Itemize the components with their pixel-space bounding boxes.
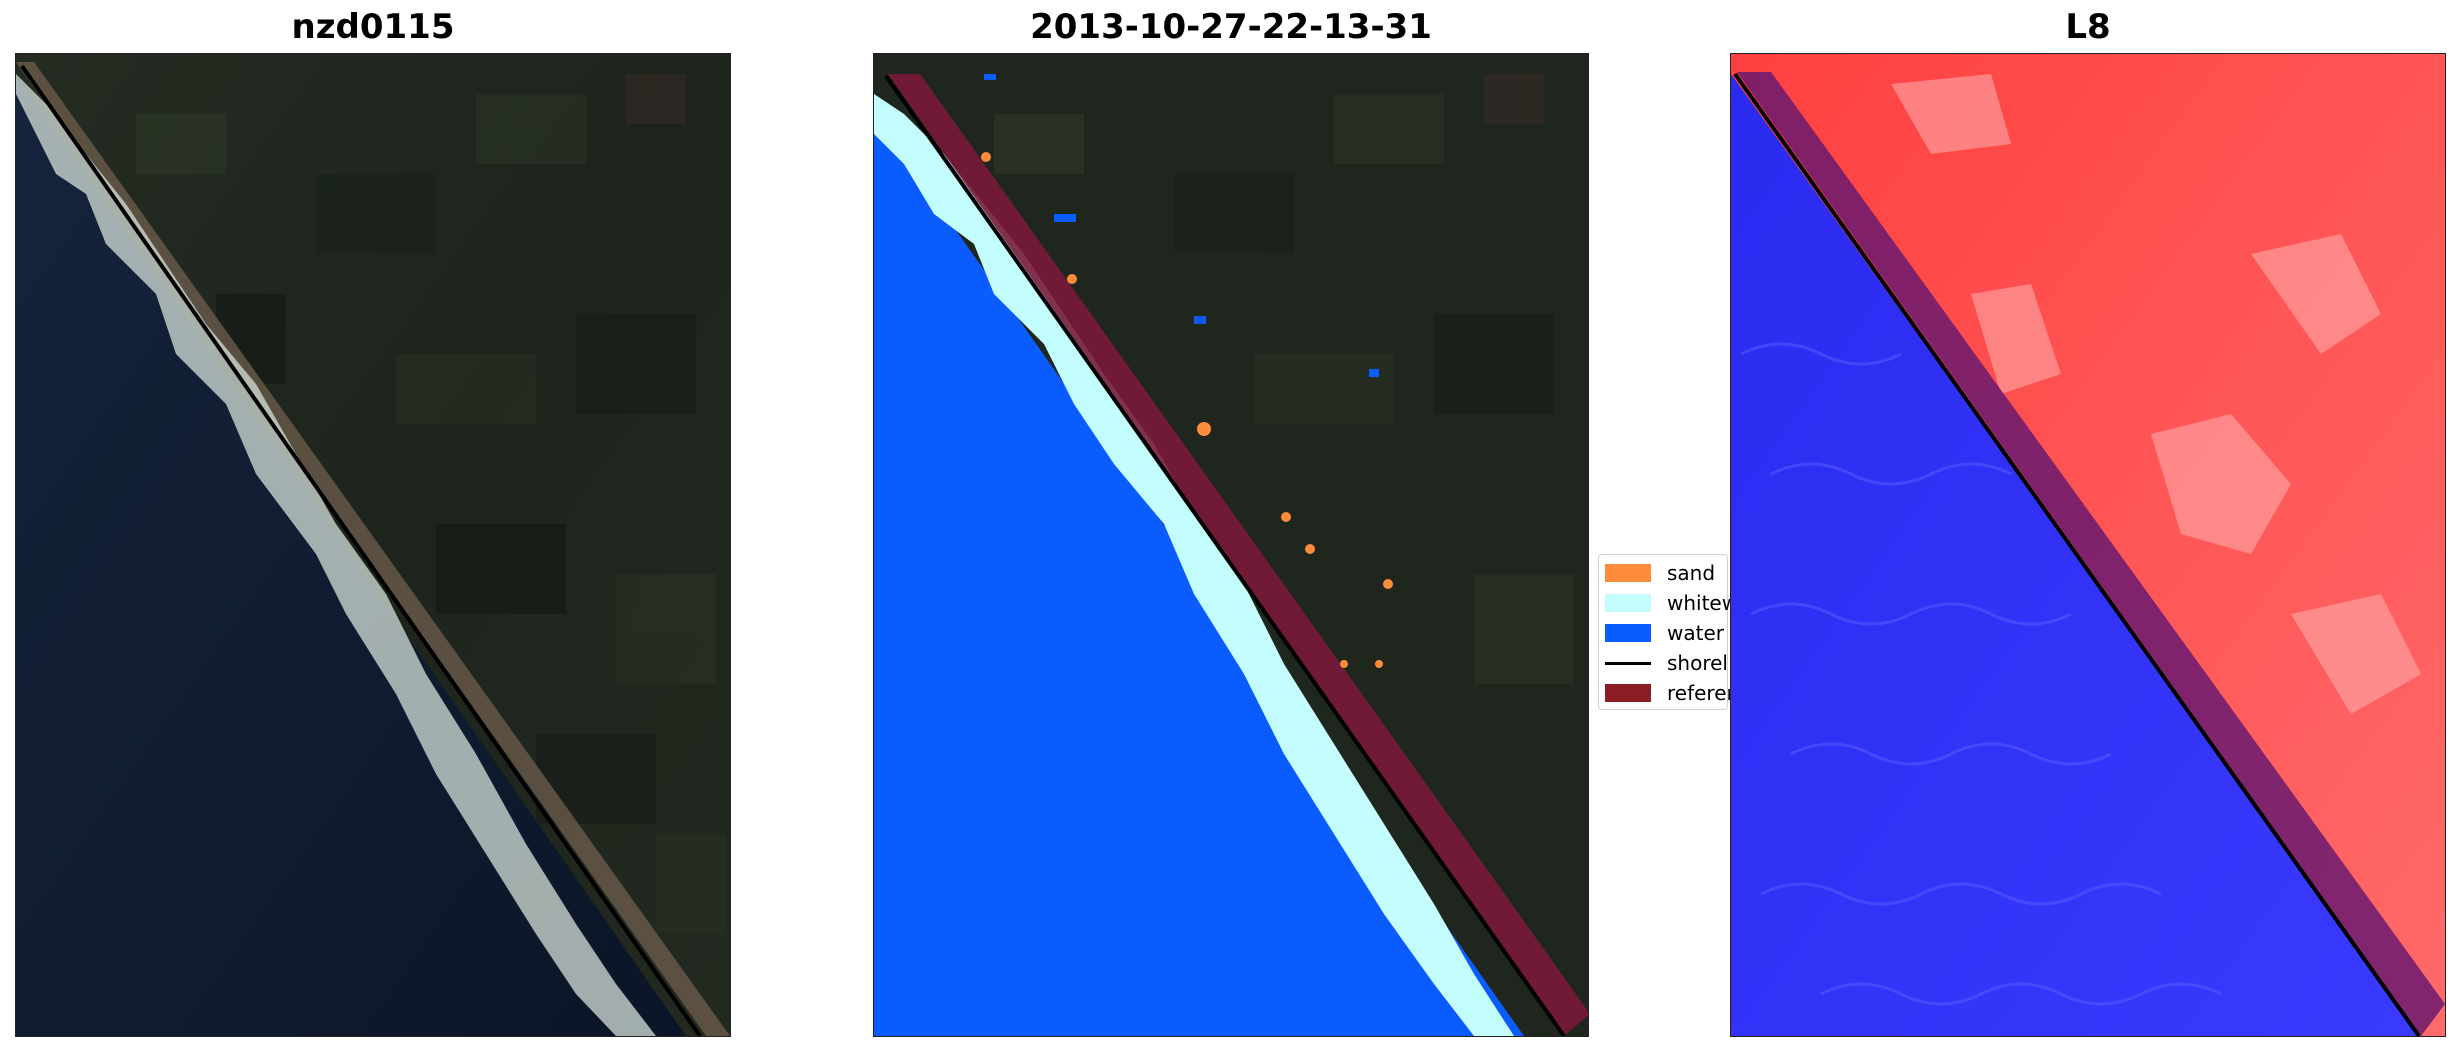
l8-index-map: [1731, 54, 2445, 1036]
rgb-satellite-image: [16, 54, 730, 1036]
legend-item-water: water: [1605, 621, 1724, 645]
legend-label: referer: [1667, 681, 1735, 705]
legend-item-reference: referer: [1605, 681, 1735, 705]
whitewater-swatch: [1605, 594, 1651, 612]
legend-label: sand: [1667, 561, 1716, 585]
shoreline-line-swatch: [1605, 661, 1651, 665]
l8-image-panel: [1730, 53, 2446, 1037]
legend-item-whitewater: whitew: [1605, 591, 1738, 615]
legend-item-shoreline: shorel: [1605, 651, 1728, 675]
reference-swatch: [1605, 684, 1651, 702]
panel-title-l8: L8: [2065, 7, 2111, 47]
legend-label: water: [1667, 621, 1724, 645]
classified-map: [874, 54, 1588, 1036]
sand-swatch: [1605, 564, 1651, 582]
legend-label: whitew: [1667, 591, 1739, 615]
legend: sand whitew water shorel referer: [1598, 554, 1738, 710]
panel-title-rgb: nzd0115: [291, 7, 455, 47]
rgb-image-panel: [15, 53, 731, 1037]
classified-image-panel: [873, 53, 1589, 1037]
panel-title-classified: 2013-10-27-22-13-31: [1030, 7, 1432, 47]
legend-label: shorel: [1667, 651, 1728, 675]
water-swatch: [1605, 624, 1651, 642]
legend-item-sand: sand: [1605, 561, 1715, 585]
